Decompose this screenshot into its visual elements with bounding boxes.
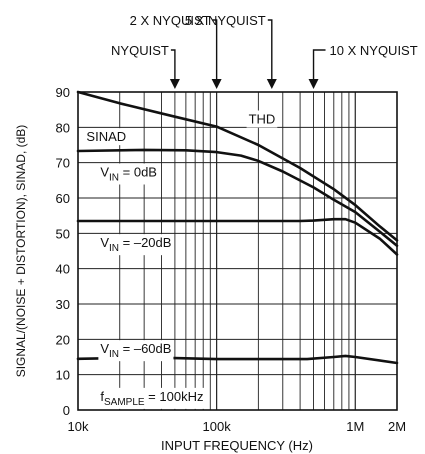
annotation-2: 5 X NYQUIST [185, 13, 277, 89]
x-axis-label: INPUT FREQUENCY (Hz) [161, 438, 313, 453]
svg-text:VIN = 0dB: VIN = 0dB [100, 165, 157, 184]
svg-text:NYQUIST: NYQUIST [111, 43, 169, 58]
y-tick-label: 0 [63, 403, 70, 418]
svg-text:VIN = –20dB: VIN = –20dB [100, 235, 171, 254]
y-tick-label: 90 [56, 85, 70, 100]
y-tick-label: 20 [56, 332, 70, 347]
y-tick-label: 40 [56, 262, 70, 277]
y-tick-label: 30 [56, 297, 70, 312]
svg-text:fSAMPLE = 100kHz: fSAMPLE = 100kHz [100, 389, 203, 408]
svg-text:VIN = –60dB: VIN = –60dB [100, 341, 171, 360]
y-tick-label: 60 [56, 191, 70, 206]
series-line-2 [76, 148, 399, 247]
annotation-1: 2 X NYQUIST [130, 13, 222, 89]
label-fsample: fSAMPLE = 100kHz [98, 387, 206, 409]
x-tick-label: 2M [388, 419, 406, 434]
x-tick-label: 10k [68, 419, 89, 434]
y-tick-label: 10 [56, 368, 70, 383]
label-vin-2: VIN = 0dB [98, 163, 159, 185]
label-vin-4: VIN = –60dB [98, 340, 174, 362]
label-thd: THD [246, 110, 278, 128]
label-vin-3: VIN = –20dB [98, 234, 174, 256]
label-sinad: SINAD [84, 128, 129, 146]
series-line-3 [76, 217, 399, 256]
svg-text:SINAD: SINAD [86, 129, 126, 144]
svg-text:2 X NYQUIST: 2 X NYQUIST [130, 13, 211, 28]
svg-text:THD: THD [249, 112, 276, 127]
annotation-4: 10 X NYQUIST [308, 43, 418, 89]
x-tick-label: 100k [203, 419, 232, 434]
y-tick-label: 80 [56, 120, 70, 135]
svg-text:5 X NYQUIST: 5 X NYQUIST [185, 13, 266, 28]
y-axis-label: SIGNAL/(NOISE + DISTORTION), SINAD, (dB) [14, 125, 28, 378]
x-tick-label: 1M [346, 419, 364, 434]
y-tick-label: 50 [56, 226, 70, 241]
y-tick-label: 70 [56, 156, 70, 171]
curve-labels: THD SINAD VIN = 0dB VIN = –20dB VIN = –60dB f… [84, 110, 278, 409]
series-line-1 [76, 90, 399, 242]
annotation-3: NYQUIST [111, 43, 180, 89]
svg-text:10 X NYQUIST: 10 X NYQUIST [330, 43, 418, 58]
plot-frame [77, 91, 398, 411]
tick-labels: 0 10 20 30 40 50 60 70 80 90 10k 100k 1M 2M [56, 85, 407, 434]
